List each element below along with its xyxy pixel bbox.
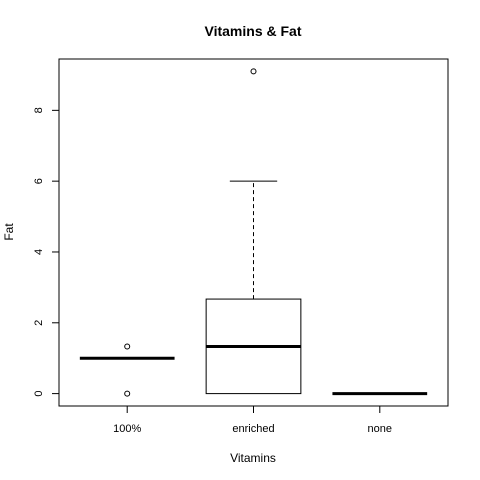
x-tick-label: 100% xyxy=(113,423,141,435)
outlier-point xyxy=(250,68,257,75)
y-axis: 0 2 4 6 8 xyxy=(33,107,60,397)
box-100pct xyxy=(79,343,175,397)
x-tick-label: none xyxy=(368,423,392,435)
y-axis-label: Fat xyxy=(2,223,16,241)
chart-title: Vitamins & Fat xyxy=(205,23,302,39)
y-tick-label: 6 xyxy=(33,178,45,184)
x-axis: 100% enriched none xyxy=(113,405,392,435)
y-tick-label: 0 xyxy=(33,391,45,397)
y-tick-label: 8 xyxy=(33,107,45,113)
x-tick-label: enriched xyxy=(232,423,274,435)
boxes-group xyxy=(79,68,428,397)
y-tick-label: 4 xyxy=(33,249,45,255)
box-enriched xyxy=(205,68,302,395)
y-tick-label: 2 xyxy=(33,320,45,326)
outlier-point xyxy=(124,390,131,397)
outlier-point xyxy=(124,343,131,350)
x-axis-label: Vitamins xyxy=(230,451,276,465)
